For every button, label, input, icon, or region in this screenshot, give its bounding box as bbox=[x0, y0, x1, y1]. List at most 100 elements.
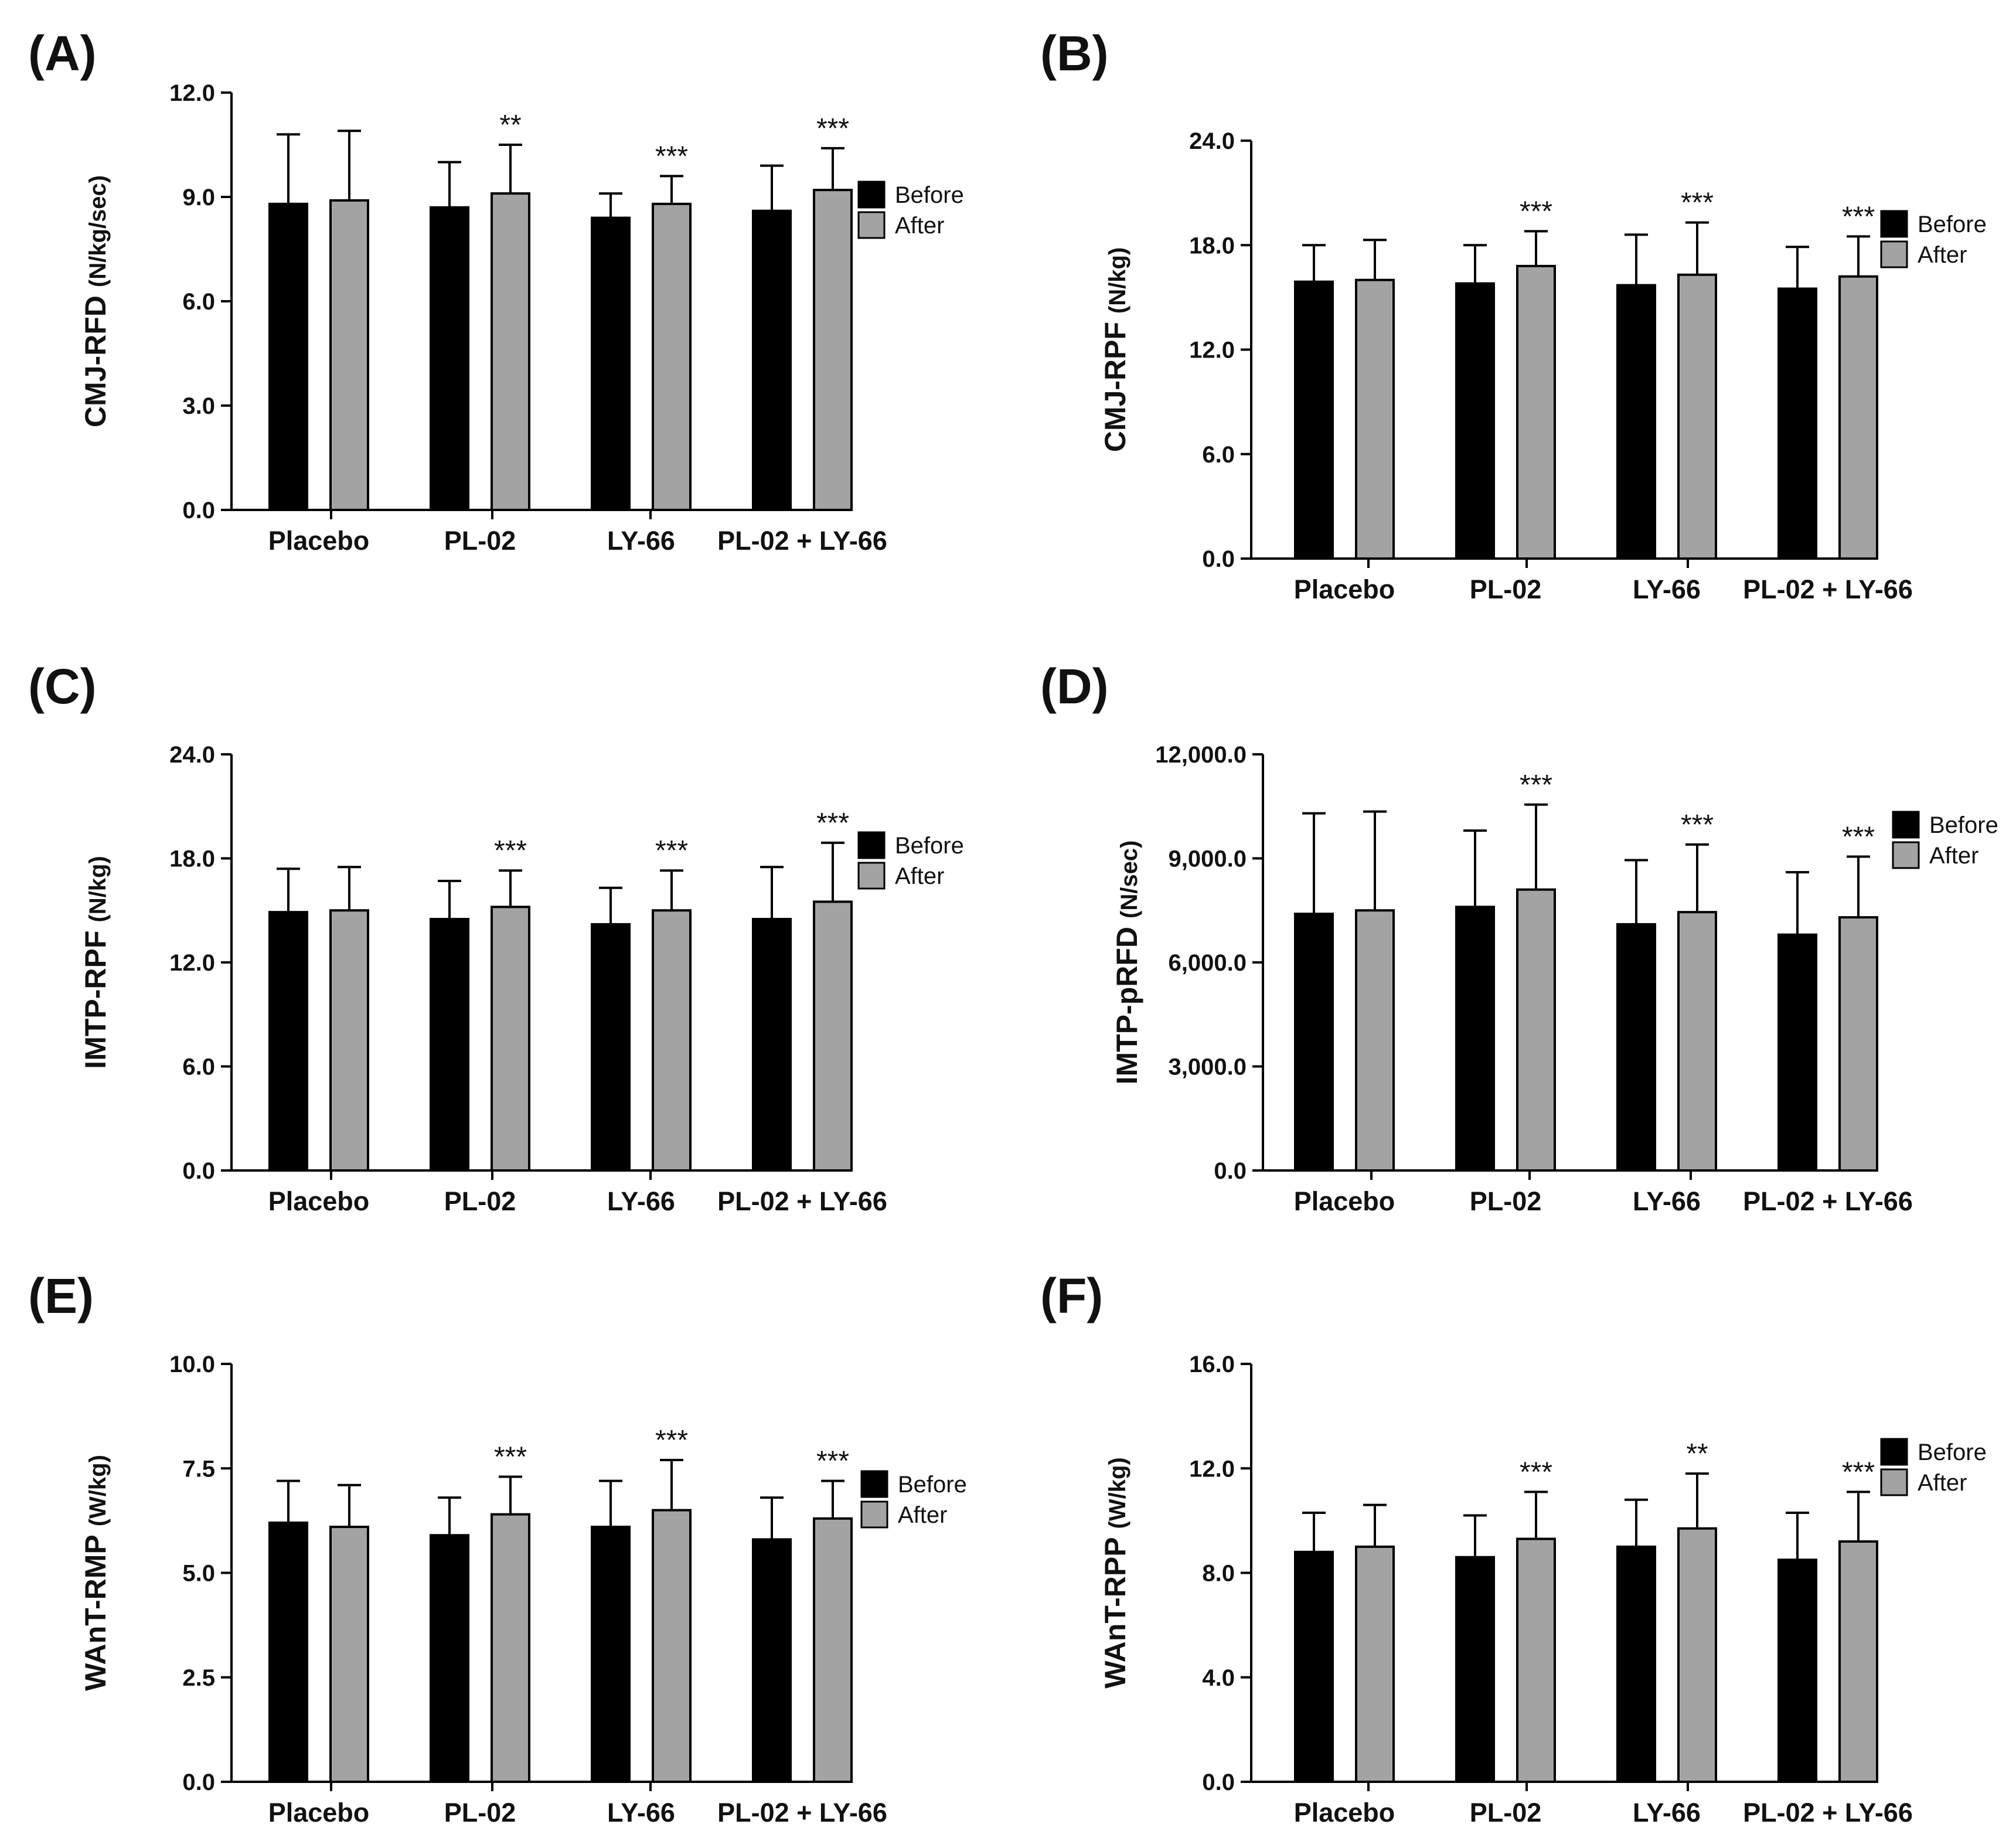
x-category-label: LY-66 bbox=[1633, 1186, 1701, 1216]
bar-before bbox=[1616, 1545, 1656, 1783]
significance-marker: *** bbox=[1520, 196, 1552, 227]
significance-marker: *** bbox=[1681, 809, 1714, 840]
x-category-label: PL-02 bbox=[1470, 574, 1542, 604]
y-tick-label: 24.0 bbox=[169, 742, 215, 768]
chart-panel-f: (F) WAnT-RPP (W/kg) 0.0 4.0 8.0 12.0 16.0 Placeb… bbox=[1040, 1268, 1987, 1828]
legend-label-before: Before bbox=[895, 833, 964, 859]
significance-marker: *** bbox=[816, 1446, 849, 1477]
bar-before bbox=[591, 1526, 631, 1784]
chart-panel-a: (A) CMJ-RFD (N/kg/sec) 0.0 3.0 6.0 9.0 12.0 Plac… bbox=[28, 26, 964, 556]
legend-label-after: After bbox=[1929, 843, 1978, 869]
y-tick-label: 12.0 bbox=[169, 950, 215, 976]
y-tick-label: 24.0 bbox=[1189, 128, 1235, 154]
bar-after bbox=[329, 909, 369, 1172]
legend-swatch-before bbox=[857, 831, 886, 859]
y-tick-label: 7.5 bbox=[182, 1456, 215, 1482]
x-category-label: Placebo bbox=[1294, 1186, 1395, 1216]
bar-after bbox=[1516, 888, 1556, 1172]
y-axis-title: CMJ-RPF (N/kg) bbox=[1099, 247, 1132, 452]
legend-label-after: After bbox=[895, 213, 944, 239]
bar-after bbox=[491, 906, 530, 1172]
chart-panel-e: (E) WAnT-RMP (W/kg) 0.0 2.5 5.0 7.5 10.0 Placebo… bbox=[28, 1268, 967, 1828]
chart-panel-c: (C) IMTP-RPF (N/kg) 0.0 6.0 12.0 18.0 24.0 Place… bbox=[28, 659, 964, 1216]
bar-before bbox=[1777, 1558, 1817, 1783]
y-axis-title: WAnT-RPP (W/kg) bbox=[1099, 1457, 1132, 1689]
x-category-label: PL-02 bbox=[1470, 1186, 1542, 1216]
significance-marker: *** bbox=[1681, 188, 1714, 219]
chart-panel-b: (B) CMJ-RPF (N/kg) 0.0 6.0 12.0 18.0 24.0 Placeb… bbox=[1040, 26, 1987, 604]
y-tick-label: 0.0 bbox=[182, 498, 215, 523]
bar-before bbox=[1294, 913, 1334, 1172]
bar-after bbox=[1838, 275, 1878, 560]
bar-before bbox=[430, 1534, 469, 1784]
legend-label-after: After bbox=[895, 863, 944, 889]
y-tick-label: 6.0 bbox=[182, 289, 215, 315]
bar-after bbox=[1516, 264, 1556, 560]
y-tick-label: 12.0 bbox=[1189, 338, 1235, 363]
bar-after bbox=[652, 909, 692, 1172]
legend-label-after: After bbox=[898, 1502, 947, 1528]
bar-before bbox=[752, 209, 792, 511]
bar-before bbox=[1777, 287, 1817, 560]
significance-marker: *** bbox=[494, 1442, 527, 1473]
y-axis-label: WAnT-RMP bbox=[79, 1534, 112, 1691]
legend-label-before: Before bbox=[1929, 812, 1998, 838]
significance-marker: *** bbox=[1842, 822, 1875, 853]
legend-label-before: Before bbox=[898, 1472, 967, 1498]
legend-label-before: Before bbox=[1918, 1440, 1987, 1465]
y-axis-title: WAnT-RMP (W/kg) bbox=[79, 1455, 112, 1691]
legend-label-after: After bbox=[1918, 1470, 1967, 1496]
y-tick-label: 6.0 bbox=[182, 1054, 215, 1080]
y-tick-label: 9,000.0 bbox=[1169, 846, 1247, 872]
x-category-label: PL-02 + LY-66 bbox=[1743, 1798, 1913, 1828]
y-tick-label: 2.5 bbox=[182, 1665, 215, 1691]
y-tick-label: 3,000.0 bbox=[1169, 1054, 1247, 1080]
bar-before bbox=[1455, 906, 1495, 1172]
legend: Before After bbox=[1892, 811, 1998, 869]
x-category-label: Placebo bbox=[268, 526, 370, 556]
x-category-label: LY-66 bbox=[607, 1798, 675, 1828]
legend: Before After bbox=[860, 1470, 967, 1529]
bar-before bbox=[268, 1521, 308, 1783]
legend: Before After bbox=[1880, 1438, 1987, 1496]
x-category-label: PL-02 + LY-66 bbox=[717, 1186, 887, 1216]
legend-swatch-after bbox=[1880, 240, 1908, 268]
bar-before bbox=[1777, 933, 1817, 1172]
bar-after bbox=[1677, 273, 1717, 560]
y-tick-label: 0.0 bbox=[182, 1158, 215, 1184]
x-category-label: LY-66 bbox=[607, 526, 675, 556]
y-tick-label: 0.0 bbox=[1202, 546, 1235, 572]
x-category-label: PL-02 + LY-66 bbox=[1743, 574, 1913, 604]
legend: Before After bbox=[1880, 210, 1987, 268]
y-tick-label: 12,000.0 bbox=[1155, 742, 1247, 768]
legend-swatch-after bbox=[857, 211, 886, 239]
y-axis-label: IMTP-pRFD bbox=[1111, 927, 1143, 1084]
bar-after bbox=[329, 1526, 369, 1784]
bar-after bbox=[1838, 1540, 1878, 1783]
bar-before bbox=[591, 923, 631, 1172]
bar-before bbox=[1294, 280, 1334, 560]
y-tick-label: 9.0 bbox=[182, 185, 215, 210]
x-category-label: LY-66 bbox=[1633, 574, 1701, 604]
y-axis-label: CMJ-RPF bbox=[1099, 322, 1132, 452]
legend-label-before: Before bbox=[895, 182, 964, 208]
y-axis-unit: (N/kg) bbox=[1105, 247, 1130, 314]
y-tick-label: 8.0 bbox=[1202, 1561, 1235, 1587]
y-axis-unit: (N/kg) bbox=[85, 856, 111, 922]
legend-label-after: After bbox=[1918, 242, 1967, 268]
panel-letter: (F) bbox=[1040, 1268, 1103, 1323]
y-tick-label: 6.0 bbox=[1202, 442, 1235, 468]
x-category-label: PL-02 bbox=[1470, 1798, 1542, 1828]
bar-after bbox=[1677, 911, 1717, 1172]
bar-before bbox=[268, 202, 308, 512]
bar-after bbox=[1677, 1527, 1717, 1783]
y-tick-label: 4.0 bbox=[1202, 1665, 1235, 1691]
y-tick-label: 10.0 bbox=[169, 1352, 215, 1377]
significance-marker: *** bbox=[655, 141, 688, 172]
bar-before bbox=[1455, 282, 1495, 560]
legend-swatch-after bbox=[1892, 841, 1920, 869]
legend: Before After bbox=[857, 181, 964, 239]
significance-marker: ** bbox=[1686, 1438, 1708, 1469]
x-category-label: PL-02 + LY-66 bbox=[717, 526, 887, 556]
x-category-label: PL-02 bbox=[444, 1186, 516, 1216]
